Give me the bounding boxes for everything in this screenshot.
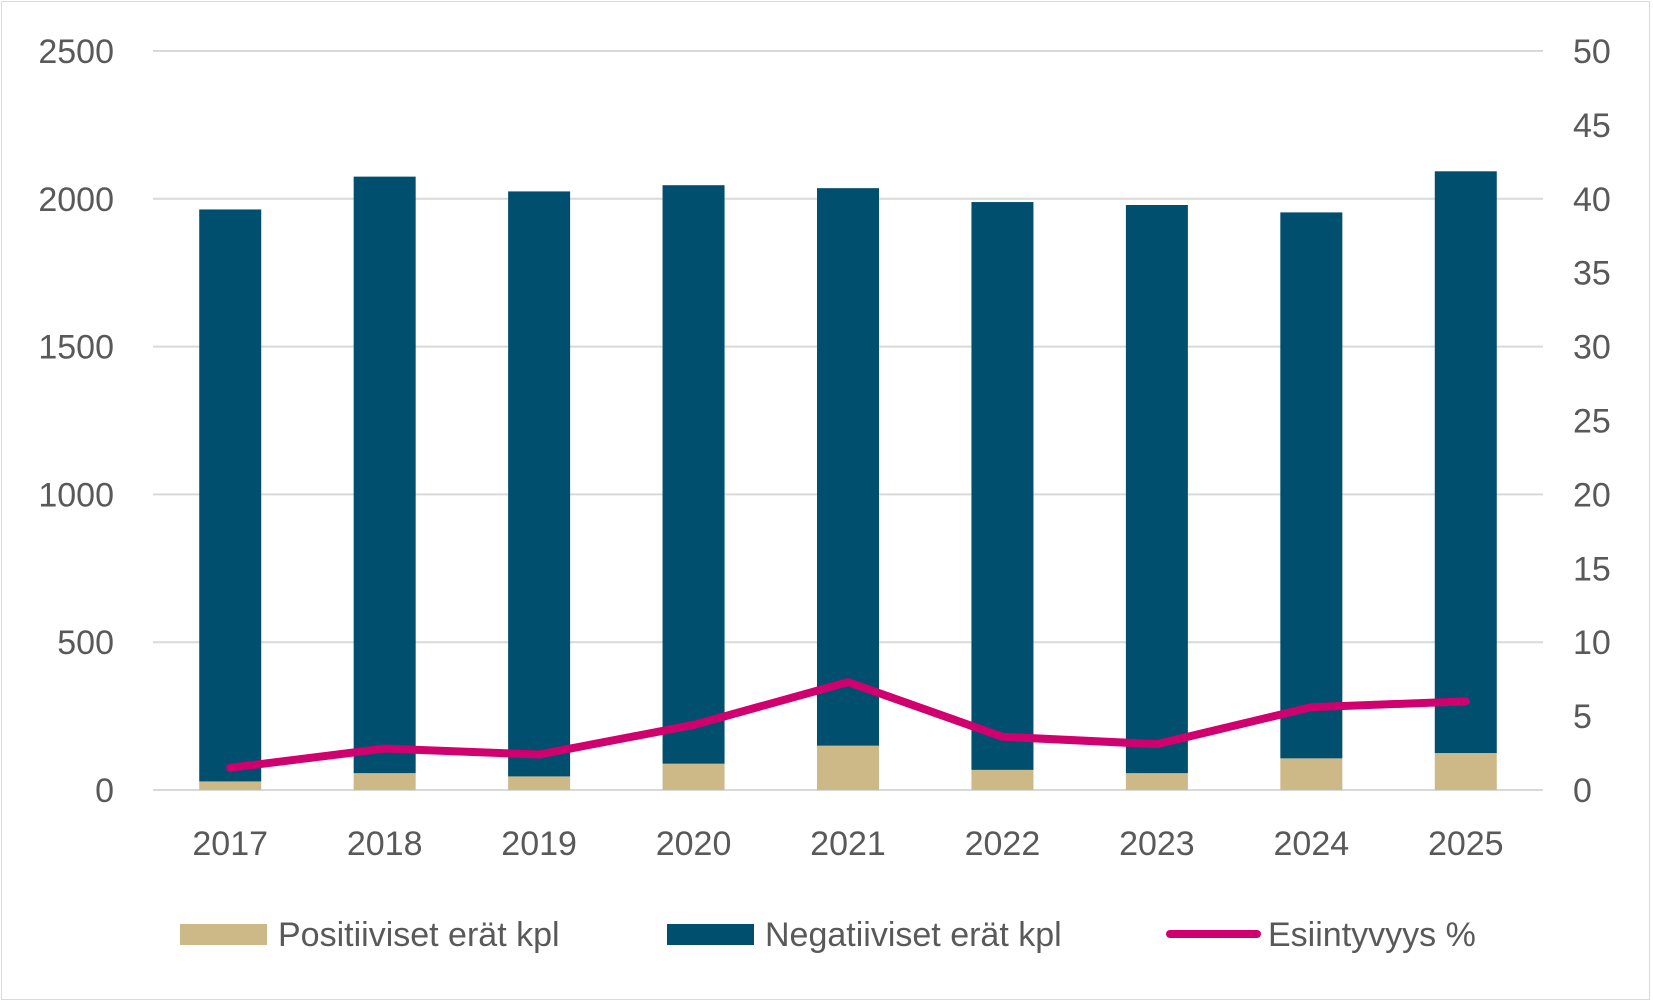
- right-axis-tick-label: 35: [1573, 255, 1611, 293]
- bar-negative: [1434, 171, 1497, 754]
- legend-label: Negatiiviset erät kpl: [765, 916, 1062, 954]
- x-axis-tick-label: 2021: [810, 825, 886, 863]
- bar-negative: [817, 188, 879, 746]
- left-axis-tick-label: 2000: [38, 181, 114, 219]
- bar-negative: [1125, 205, 1188, 774]
- x-axis-tick-label: 2017: [192, 825, 268, 863]
- bar-positive: [662, 763, 725, 790]
- left-axis-tick-label: 1000: [38, 476, 114, 514]
- legend-swatch: [667, 924, 754, 945]
- legend: Positiiviset erät kpl Negatiiviset erät k…: [180, 916, 1476, 954]
- bar-negative: [199, 209, 262, 782]
- x-axis-tick-label: 2025: [1428, 825, 1504, 863]
- right-axis-tick-label: 20: [1573, 476, 1611, 514]
- x-axis-tick-label: 2023: [1119, 825, 1195, 863]
- right-axis-tick-label: 45: [1573, 107, 1611, 145]
- x-axis-tick-label: 2020: [656, 825, 732, 863]
- right-axis-tick-label: 5: [1573, 698, 1592, 736]
- bar-positive: [1434, 753, 1497, 790]
- x-axis-tick-label: 2022: [965, 825, 1041, 863]
- bar-positive: [971, 769, 1034, 790]
- left-axis-tick-label: 2500: [38, 33, 114, 71]
- legend-swatch: [180, 924, 267, 945]
- left-axis-tick-label: 1500: [38, 329, 114, 367]
- x-axis-tick-label: 2018: [347, 825, 423, 863]
- bar-negative: [353, 176, 416, 774]
- legend-label: Positiiviset erät kpl: [278, 916, 560, 954]
- bar-negative: [662, 185, 725, 764]
- right-axis-tick-label: 15: [1573, 550, 1611, 588]
- bar-positive: [199, 781, 262, 790]
- right-axis-tick-label: 10: [1573, 624, 1611, 662]
- bar-negative: [508, 191, 571, 777]
- bar-negative: [971, 202, 1034, 770]
- bar-positive: [817, 745, 879, 790]
- right-axis-tick-label: 30: [1573, 329, 1611, 367]
- x-axis-tick-label: 2019: [501, 825, 577, 863]
- right-axis-tick-label: 0: [1573, 772, 1592, 810]
- right-axis-tick-label: 25: [1573, 403, 1611, 441]
- line-series: [226, 678, 1470, 772]
- bar-negative: [1280, 212, 1343, 759]
- x-axis-tick-label: 2024: [1274, 825, 1350, 863]
- right-axis-tick-label: 40: [1573, 181, 1611, 219]
- bar-positive: [508, 776, 571, 790]
- bar-positive: [353, 773, 416, 790]
- legend-label: Esiintyvyys %: [1268, 916, 1476, 954]
- bar-positive: [1280, 758, 1343, 790]
- axes: 0500100015002000250005101520253035404550…: [38, 33, 1610, 863]
- bar-positive: [1125, 773, 1188, 790]
- bars: [199, 171, 1497, 790]
- left-axis-tick-label: 500: [57, 624, 114, 662]
- right-axis-tick-label: 50: [1573, 33, 1611, 71]
- left-axis-tick-label: 0: [95, 772, 114, 810]
